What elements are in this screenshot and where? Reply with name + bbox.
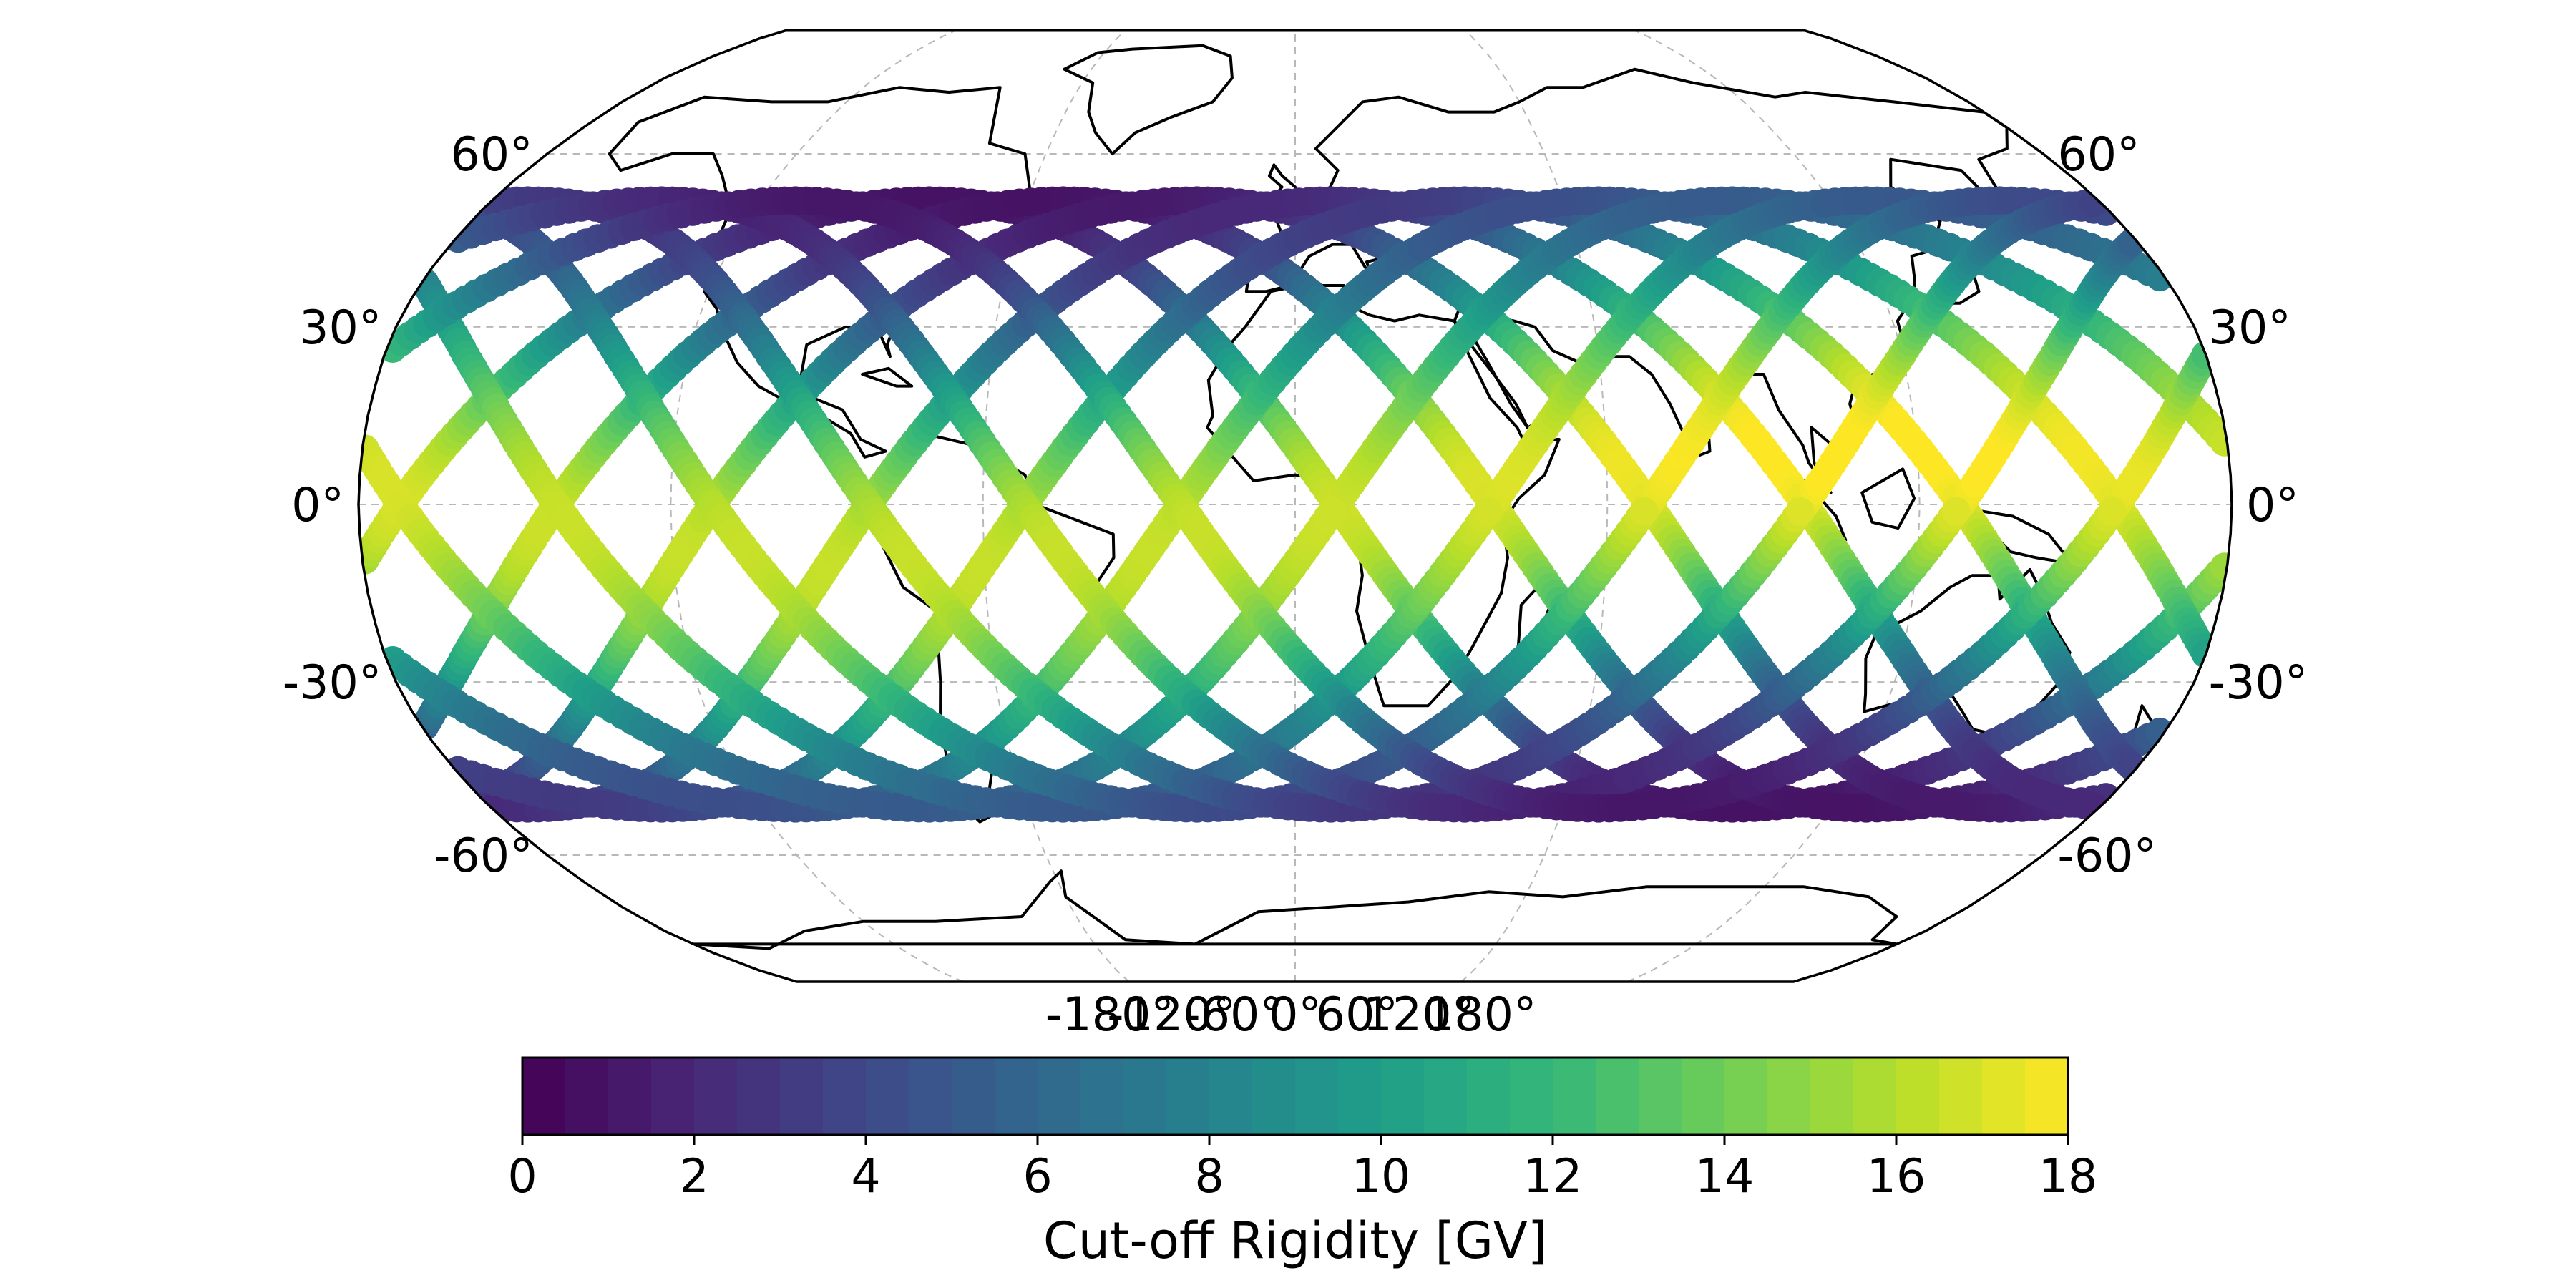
meridian-line bbox=[1626, 30, 1921, 982]
colorbar-step bbox=[1810, 1058, 1854, 1135]
colorbar-step bbox=[1252, 1058, 1296, 1135]
colorbar-step bbox=[1510, 1058, 1553, 1135]
rigidity-point bbox=[1941, 497, 1971, 526]
colorbar-step bbox=[1853, 1058, 1897, 1135]
rigidity-points bbox=[358, 186, 2232, 823]
colorbar-step bbox=[1338, 1058, 1382, 1135]
colorbar-step bbox=[1596, 1058, 1639, 1135]
rigidity-point bbox=[2097, 497, 2127, 526]
lat-tick-right: 0° bbox=[2246, 479, 2299, 532]
meridian-line bbox=[670, 30, 964, 982]
colorbar-tick-label: 6 bbox=[1023, 1150, 1052, 1204]
lat-tick-right: -30° bbox=[2209, 656, 2308, 710]
colorbar-tick-label: 4 bbox=[851, 1150, 880, 1204]
colorbar-step bbox=[1767, 1058, 1811, 1135]
lon-tick: 180° bbox=[1425, 988, 1537, 1042]
colorbar-step bbox=[952, 1058, 995, 1135]
colorbar-step bbox=[1639, 1058, 1682, 1135]
colorbar-step bbox=[1939, 1058, 1983, 1135]
colorbar-step bbox=[522, 1058, 566, 1135]
rigidity-point bbox=[2079, 791, 2108, 821]
lat-tick-right: -60° bbox=[2057, 829, 2157, 883]
map-panel: 60° 60°30° 30°0° 0°-30° -30°-60° -60° -180°-1… bbox=[283, 29, 2308, 1042]
colorbar-step bbox=[608, 1058, 652, 1135]
colorbar-step bbox=[1038, 1058, 1081, 1135]
colorbar-step bbox=[1896, 1058, 1940, 1135]
lat-tick-left: 0° bbox=[291, 479, 344, 532]
colorbar-gradient bbox=[522, 1058, 2069, 1135]
colorbar-step bbox=[1209, 1058, 1253, 1135]
graticule bbox=[358, 30, 2232, 982]
colorbar-step bbox=[1424, 1058, 1468, 1135]
colorbar-tick-label: 0 bbox=[507, 1150, 537, 1204]
colorbar: 0 2 4 6 8 10 12 14 16 18 Cut-off Rigidity [GV] bbox=[507, 1056, 2097, 1270]
rigidity-point bbox=[2117, 751, 2146, 781]
colorbar-step bbox=[866, 1058, 909, 1135]
colorbar-step bbox=[780, 1058, 824, 1135]
landmass-greenland bbox=[1063, 44, 1234, 155]
colorbar-ticks: 0 2 4 6 8 10 12 14 16 18 bbox=[507, 1135, 2097, 1204]
lat-tick-left: 60° bbox=[450, 128, 532, 182]
colorbar-step bbox=[995, 1058, 1038, 1135]
colorbar-tick-label: 12 bbox=[1523, 1150, 1583, 1204]
lon-tick: 0° bbox=[1269, 988, 1322, 1042]
colorbar-step bbox=[694, 1058, 738, 1135]
colorbar-tick-label: 18 bbox=[2039, 1150, 2098, 1204]
colorbar-tick-label: 10 bbox=[1352, 1150, 1411, 1204]
colorbar-step bbox=[1166, 1058, 1210, 1135]
colorbar-step bbox=[909, 1058, 952, 1135]
colorbar-tick-label: 2 bbox=[679, 1150, 708, 1204]
colorbar-step bbox=[1553, 1058, 1596, 1135]
landmass-cuba bbox=[861, 366, 914, 388]
rigidity-point bbox=[2079, 188, 2108, 218]
lat-tick-right: 60° bbox=[2057, 128, 2140, 182]
lat-tick-left: -60° bbox=[434, 829, 533, 883]
colorbar-step bbox=[1682, 1058, 1725, 1135]
rigidity-point bbox=[2117, 228, 2146, 258]
colorbar-tick-label: 16 bbox=[1867, 1150, 1926, 1204]
landmass-borneo bbox=[1860, 467, 1916, 530]
rigidity-point bbox=[1785, 497, 1815, 526]
colorbar-step bbox=[823, 1058, 867, 1135]
landmass-antarctica bbox=[692, 869, 1898, 950]
colorbar-step bbox=[1724, 1058, 1768, 1135]
lat-tick-right: 30° bbox=[2209, 301, 2291, 355]
colorbar-step bbox=[1982, 1058, 2026, 1135]
colorbar-tick-label: 8 bbox=[1194, 1150, 1224, 1204]
rigidity-point bbox=[1473, 497, 1503, 526]
colorbar-step bbox=[651, 1058, 695, 1135]
colorbar-label: Cut-off Rigidity [GV] bbox=[1043, 1211, 1547, 1270]
lat-tick-left: -30° bbox=[283, 656, 382, 710]
colorbar-step bbox=[1295, 1058, 1339, 1135]
longitude-tick-labels: -180°-120°-60°0°60°120°180° bbox=[1045, 988, 1537, 1042]
colorbar-step bbox=[737, 1058, 781, 1135]
colorbar-step bbox=[1123, 1058, 1167, 1135]
colorbar-step bbox=[565, 1058, 609, 1135]
colorbar-step bbox=[1381, 1058, 1425, 1135]
rigidity-point bbox=[1317, 497, 1347, 526]
lat-tick-left: 30° bbox=[299, 301, 381, 355]
colorbar-tick-label: 14 bbox=[1695, 1150, 1755, 1204]
colorbar-step bbox=[1080, 1058, 1124, 1135]
colorbar-step bbox=[1467, 1058, 1511, 1135]
colorbar-step bbox=[2025, 1058, 2069, 1135]
rigidity-point bbox=[1629, 497, 1659, 526]
